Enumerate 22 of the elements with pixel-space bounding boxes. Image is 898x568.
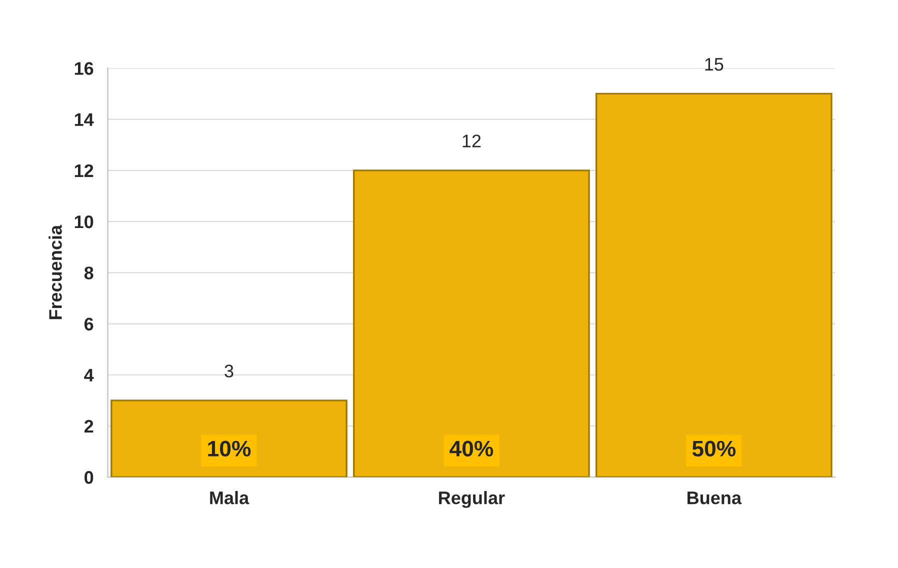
bar (595, 92, 832, 478)
y-tick-label: 8 (84, 266, 94, 280)
y-axis-title: Frecuencia (48, 224, 62, 320)
annotation: 40% (450, 440, 494, 457)
y-tick-label: 2 (84, 420, 94, 433)
data-label: 3 (224, 364, 234, 378)
y-tick-label: 16 (74, 62, 94, 75)
x-tick-label: Buena (688, 492, 742, 504)
y-tick-label: 12 (74, 164, 94, 177)
data-label: 15 (705, 58, 724, 71)
bar (353, 170, 590, 478)
y-tick-label: 4 (84, 369, 94, 382)
y-tick-label: 10 (74, 215, 94, 228)
annotation: 50% (692, 440, 736, 457)
annotation: 10% (208, 440, 251, 457)
x-tick-label: Mala (210, 491, 250, 504)
bar (110, 400, 348, 478)
x-tick-label: Regular (439, 491, 505, 508)
y-tick-label: 6 (84, 318, 94, 330)
y-tick-label: 0 (84, 471, 94, 484)
data-label: 12 (462, 134, 481, 148)
y-tick-label: 14 (74, 113, 94, 126)
